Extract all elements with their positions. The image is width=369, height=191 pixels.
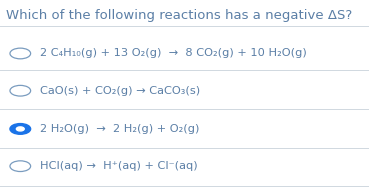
Circle shape [10, 85, 31, 96]
Circle shape [10, 161, 31, 172]
Text: CaO(s) + CO₂(g) → CaCO₃(s): CaO(s) + CO₂(g) → CaCO₃(s) [40, 86, 200, 96]
Text: 2 H₂O(g)  →  2 H₂(g) + O₂(g): 2 H₂O(g) → 2 H₂(g) + O₂(g) [40, 124, 199, 134]
Circle shape [10, 124, 31, 134]
Text: HCl(aq) →  H⁺(aq) + Cl⁻(aq): HCl(aq) → H⁺(aq) + Cl⁻(aq) [40, 161, 197, 171]
Circle shape [16, 127, 24, 131]
Circle shape [10, 48, 31, 59]
Text: 2 C₄H₁₀(g) + 13 O₂(g)  →  8 CO₂(g) + 10 H₂O(g): 2 C₄H₁₀(g) + 13 O₂(g) → 8 CO₂(g) + 10 H₂… [40, 49, 307, 58]
Text: Which of the following reactions has a negative ΔS?: Which of the following reactions has a n… [6, 9, 352, 22]
